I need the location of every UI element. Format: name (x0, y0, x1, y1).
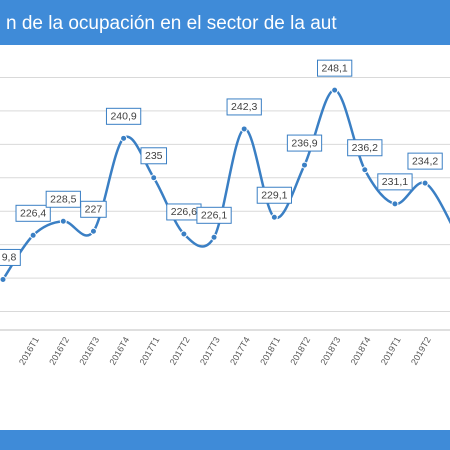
x-tick-label: 2016T2 (47, 335, 71, 366)
data-label-box (407, 152, 443, 170)
x-tick-label: 2017T4 (228, 335, 252, 366)
data-label: 226,1 (201, 210, 227, 222)
data-label-group: 248,1 (317, 59, 353, 77)
point (210, 233, 218, 241)
data-label-group: 229,1 (256, 186, 292, 204)
data-label-box (15, 204, 51, 222)
data-label: 248,1 (322, 62, 348, 74)
x-tick-label: 2018T2 (288, 335, 312, 366)
data-label: 228,5 (50, 194, 76, 206)
point (0, 275, 7, 283)
point (180, 230, 188, 238)
data-label: 226,6 (171, 206, 197, 218)
data-label-box (196, 206, 232, 224)
data-label-group: 236,2 (347, 139, 383, 157)
data-label-box (0, 248, 21, 266)
data-label-group: 226,4 (15, 204, 51, 222)
data-label-group: 242,3 (226, 98, 262, 116)
chart-title: n de la ocupación en el sector de la aut (6, 13, 337, 34)
x-tick-label: 2019T2 (409, 335, 433, 366)
point (270, 213, 278, 221)
data-label-group: 235 (140, 147, 168, 165)
data-label: 234,2 (412, 155, 438, 167)
data-label: 227 (85, 204, 103, 216)
point (331, 86, 339, 94)
x-tick-label: 2016T4 (107, 335, 131, 366)
data-label-box (286, 134, 323, 152)
point (240, 125, 248, 133)
x-tick-label: 2017T2 (168, 335, 192, 366)
x-tick-label: 2018T1 (258, 335, 282, 366)
point (301, 161, 308, 169)
data-label: 235 (145, 150, 163, 162)
data-label-box (140, 147, 168, 165)
point (29, 231, 37, 239)
data-label-box (105, 107, 142, 125)
data-label-group: 9,8 (0, 248, 21, 266)
x-tick-label: 2018T3 (319, 335, 343, 366)
x-tick-label: 2018T4 (349, 335, 373, 366)
data-label-group: 240,9 (105, 107, 142, 125)
x-tick-label: 2016T1 (17, 335, 41, 366)
data-label-box (317, 59, 353, 77)
data-label: 236,9 (291, 137, 317, 149)
point (391, 200, 399, 208)
data-label-group: 234,2 (407, 152, 443, 170)
point (120, 134, 128, 142)
data-label-box (377, 173, 413, 191)
x-tick-label: 2017T3 (198, 335, 222, 366)
title-band (0, 0, 450, 45)
data-label-box (256, 186, 292, 204)
x-tick-label: 2017T1 (138, 335, 162, 366)
data-label-group: 226,6 (166, 203, 202, 221)
data-label-box (347, 139, 383, 157)
data-label: 242,3 (231, 101, 257, 113)
point (421, 179, 429, 187)
data-label-box (226, 98, 262, 116)
x-tick-label: 2016T3 (77, 335, 101, 366)
point (59, 217, 67, 225)
data-label: 229,1 (261, 190, 287, 202)
data-label-box (45, 190, 81, 208)
x-tick-label: 2019T1 (379, 335, 403, 366)
data-label-group: 226,1 (196, 206, 232, 224)
point (89, 227, 97, 235)
data-label-group: 228,5 (45, 190, 81, 208)
data-label: 226,4 (20, 208, 46, 220)
data-label-box (80, 200, 107, 218)
point (150, 174, 158, 182)
data-label: 231,1 (382, 176, 408, 188)
data-label-group: 231,1 (377, 173, 413, 191)
data-label: 240,9 (110, 111, 136, 123)
series-line (1, 88, 450, 281)
data-label: 9,8 (2, 252, 17, 264)
footer-band (0, 430, 450, 450)
data-label-group: 236,9 (286, 134, 323, 152)
data-label-group: 227 (80, 200, 107, 218)
data-label: 236,2 (352, 142, 378, 154)
point (361, 166, 369, 174)
